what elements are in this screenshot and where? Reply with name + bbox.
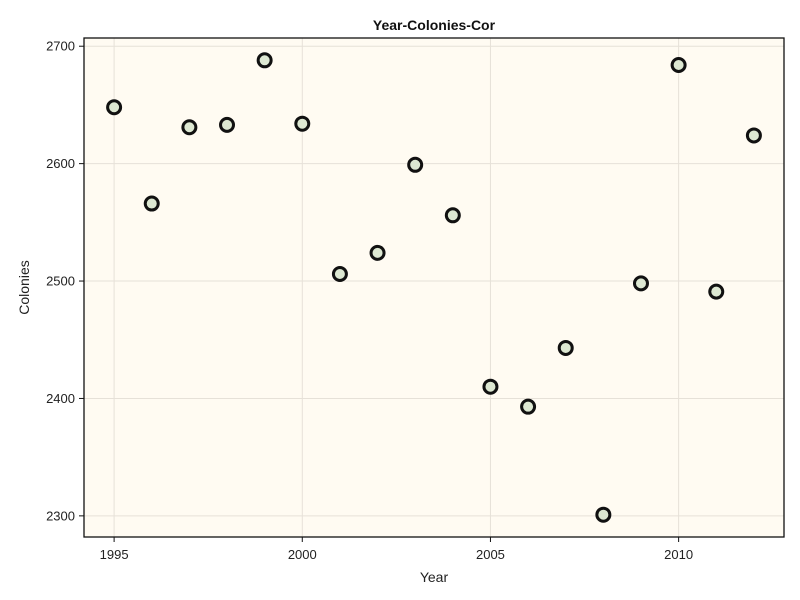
y-tick-label: 2300	[46, 508, 75, 523]
data-point	[219, 116, 236, 133]
plot-area	[84, 38, 784, 537]
x-tick-label: 2000	[288, 547, 317, 562]
chart-title: Year-Colonies-Cor	[373, 17, 496, 33]
axis-ticks: 1995 2000 2005 2010 2300 2400 2500 2600 2700	[46, 39, 693, 562]
data-point	[106, 99, 123, 116]
plot-frame	[83, 37, 785, 538]
data-point	[745, 127, 762, 144]
x-tick-label: 2010	[664, 547, 693, 562]
data-point	[520, 398, 537, 415]
y-tick-label: 2500	[46, 274, 75, 289]
data-point	[331, 265, 348, 282]
data-point	[670, 57, 687, 74]
x-axis-label: Year	[420, 569, 449, 585]
data-point	[632, 275, 649, 292]
data-point	[143, 195, 160, 212]
x-tick-label: 1995	[100, 547, 129, 562]
data-point	[482, 378, 499, 395]
data-points	[106, 52, 762, 523]
data-point	[294, 115, 311, 132]
y-tick-label: 2600	[46, 156, 75, 171]
data-point	[407, 156, 424, 173]
data-point	[708, 283, 725, 300]
data-point	[369, 244, 386, 261]
data-point	[595, 506, 612, 523]
x-tick-label: 2005	[476, 547, 505, 562]
data-point	[444, 207, 461, 224]
data-point	[557, 339, 574, 356]
y-axis-label: Colonies	[16, 260, 32, 314]
grid-lines	[84, 38, 784, 537]
data-point	[256, 52, 273, 69]
data-point	[181, 119, 198, 136]
y-tick-label: 2700	[46, 39, 75, 54]
y-tick-label: 2400	[46, 391, 75, 406]
